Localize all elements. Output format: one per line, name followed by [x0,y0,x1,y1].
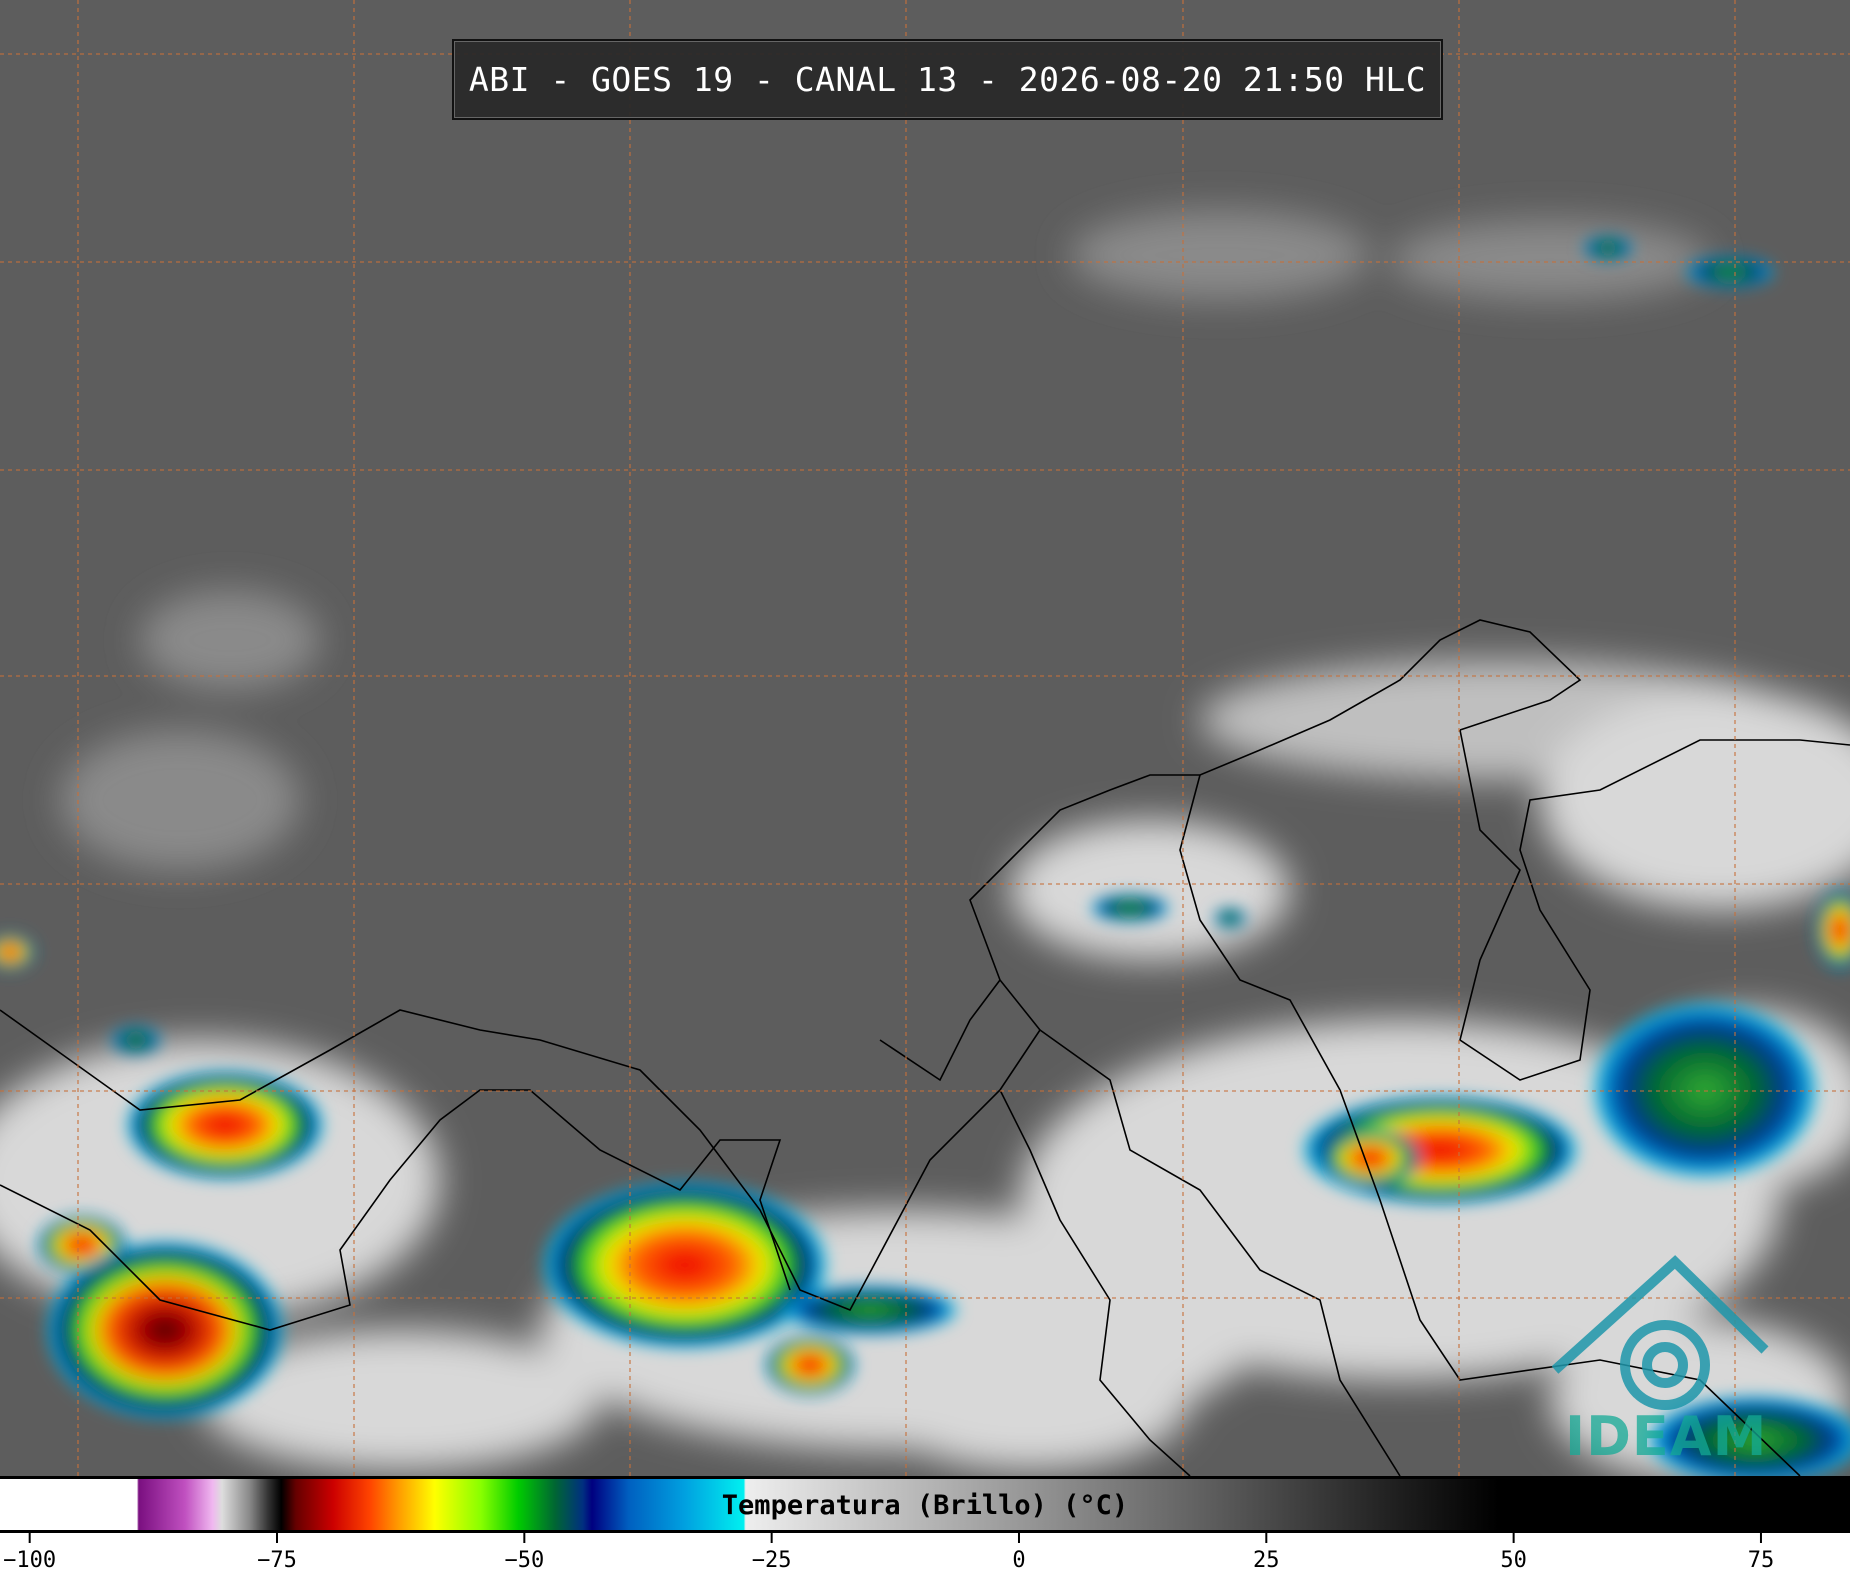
logo-text: IDEAM [1565,1405,1768,1468]
colorbar-axis: −100 −75 −50 −25 0 25 50 75 [3,1533,1775,1573]
image-title: ABI - GOES 19 - CANAL 13 - 2026-08-20 21… [452,39,1443,120]
tick-label: 50 [1500,1548,1527,1573]
tick-label: 75 [1748,1548,1775,1573]
tick-label: 0 [1012,1548,1025,1573]
satellite-image [0,0,1850,1476]
tick-label: 25 [1253,1548,1280,1573]
colorbar-label: Temperatura (Brillo) (°C) [721,1490,1129,1521]
colorbar [0,1476,1850,1533]
tick-label: −75 [257,1548,297,1573]
tick-label: −25 [752,1548,792,1573]
tick-label: −100 [3,1548,56,1573]
tick-label: −50 [504,1548,544,1573]
